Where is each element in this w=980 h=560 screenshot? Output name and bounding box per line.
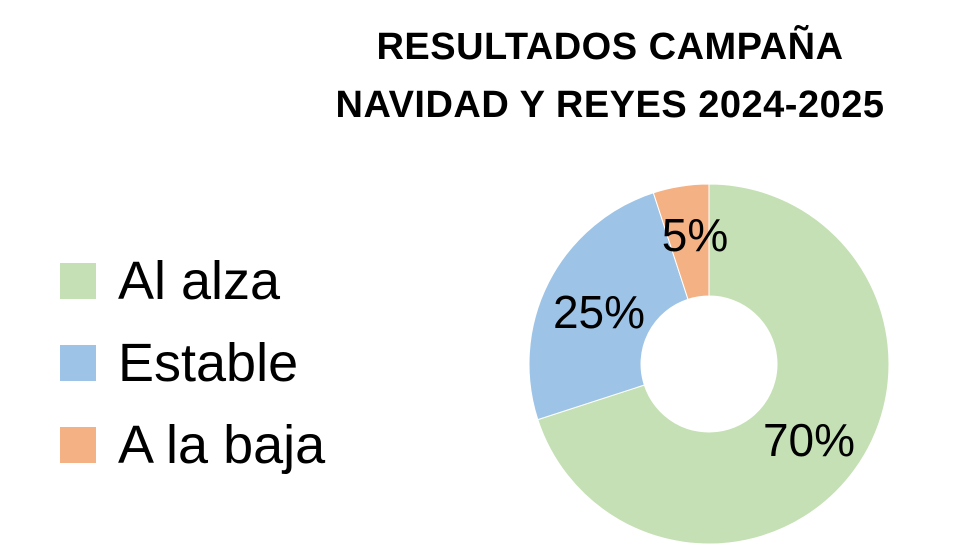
chart-title-line-2: NAVIDAD Y REYES 2024-2025 — [335, 84, 885, 126]
chart-title: RESULTADOS CAMPAÑA NAVIDAD Y REYES 2024-… — [60, 18, 980, 134]
slice-label-estable: 25% — [553, 286, 645, 338]
donut-slice-estable — [528, 192, 689, 421]
legend-label-al-alza: Al alza — [118, 251, 281, 311]
donut-slice-al-alza — [537, 183, 890, 545]
legend-item-estable: Estable — [60, 322, 325, 404]
legend-swatch-a-la-baja — [60, 427, 96, 463]
donut-slice-a-la-baja — [652, 183, 710, 300]
legend-item-al-alza: Al alza — [60, 240, 325, 322]
legend-swatch-estable — [60, 345, 96, 381]
legend-label-estable: Estable — [118, 333, 299, 393]
legend: Al alza Estable A la baja — [60, 240, 325, 486]
legend-swatch-al-alza — [60, 263, 96, 299]
legend-label-a-la-baja: A la baja — [118, 415, 326, 475]
chart-title-line-1: RESULTADOS CAMPAÑA — [376, 26, 844, 68]
legend-item-a-la-baja: A la baja — [60, 404, 325, 486]
slice-label-a-la-baja: 5% — [662, 209, 728, 261]
slice-label-al-alza: 70% — [763, 414, 855, 466]
